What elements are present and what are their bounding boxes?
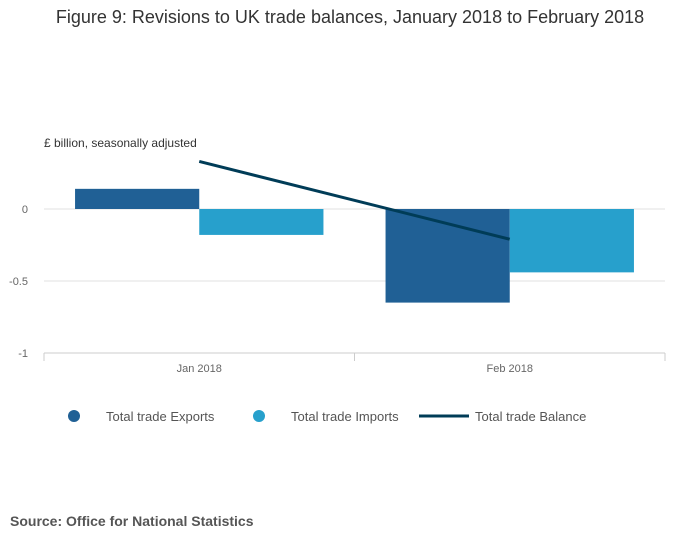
bar-total-trade-imports-jan-2018 xyxy=(199,209,324,235)
source-note: Source: Office for National Statistics xyxy=(10,513,254,529)
x-tick-label: Jan 2018 xyxy=(177,363,222,375)
legend-label: Total trade Exports xyxy=(106,409,215,424)
x-axis-ticks: Jan 2018 Feb 2018 xyxy=(177,363,533,375)
y-tick-label: -1 xyxy=(18,348,28,360)
x-axis xyxy=(43,352,666,361)
bars xyxy=(75,188,634,303)
legend: Total trade Exports Total trade Imports To… xyxy=(68,409,586,424)
legend-label: Total trade Imports xyxy=(291,409,399,424)
y-tick-label: -0.5 xyxy=(9,276,28,288)
balance-line xyxy=(198,160,511,241)
bar-total-trade-exports-jan-2018 xyxy=(75,188,200,209)
y-axis-units-label: £ billion, seasonally adjusted xyxy=(44,136,197,150)
x-tick-label: Feb 2018 xyxy=(487,363,533,375)
y-axis-ticks: 0 -0.5 -1 xyxy=(9,204,28,360)
balance-line-layer xyxy=(198,160,511,241)
legend-marker xyxy=(68,410,80,422)
bar-total-trade-imports-feb-2018 xyxy=(509,209,634,273)
y-tick-label: 0 xyxy=(22,204,28,216)
legend-label: Total trade Balance xyxy=(475,409,586,424)
legend-marker xyxy=(253,410,265,422)
chart-title: Figure 9: Revisions to UK trade balances… xyxy=(55,7,645,27)
